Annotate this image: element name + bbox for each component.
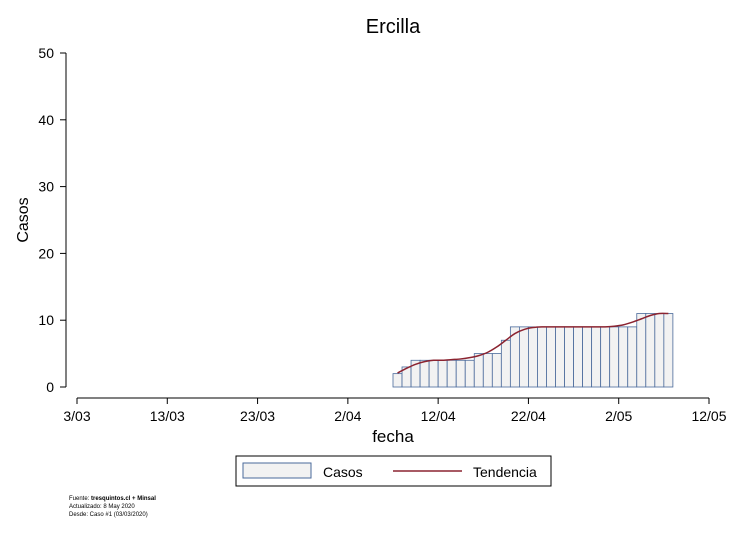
x-axis-label: fecha: [372, 427, 414, 446]
bar: [609, 326, 620, 388]
bar: [546, 326, 556, 388]
footnote: Fuente: tresquintos.cl + Minsal Actualiz…: [69, 495, 156, 519]
bar: [446, 359, 457, 388]
legend-casos-label: Casos: [323, 464, 363, 480]
bar: [555, 326, 565, 388]
bars-casos: [392, 313, 674, 388]
bar: [537, 326, 547, 388]
bar: [419, 359, 430, 388]
x-tick-label: 22/04: [511, 408, 546, 424]
x-tick-label: 12/04: [421, 408, 456, 424]
bar: [464, 359, 475, 388]
bar: [663, 313, 674, 388]
y-tick-label: 50: [38, 45, 54, 61]
bar: [437, 359, 448, 388]
chart-title: Ercilla: [366, 16, 421, 38]
y-tick-label: 40: [38, 112, 54, 128]
bar: [519, 326, 529, 388]
bar: [582, 326, 593, 388]
footnote-since: Desde: Caso #1 (03/03/2020): [69, 512, 148, 518]
y-axis-label: Casos: [15, 197, 32, 242]
bar: [500, 339, 511, 388]
x-tick-label: 13/03: [150, 408, 185, 424]
bar: [473, 353, 484, 388]
bar: [455, 359, 466, 388]
bar: [428, 359, 439, 388]
bar: [564, 326, 574, 388]
x-tick-label: 23/03: [240, 408, 275, 424]
bar: [491, 353, 502, 388]
bar: [392, 373, 403, 388]
bar: [618, 326, 629, 388]
bar: [573, 326, 583, 388]
y-ticks: 0 10 20 30 40 50: [38, 45, 66, 395]
x-tick-label: 12/05: [691, 408, 726, 424]
x-tick-label: 2/05: [605, 408, 632, 424]
trend-line: [397, 312, 669, 374]
y-tick-label: 10: [38, 312, 54, 328]
legend: Casos Tendencia: [235, 455, 552, 487]
x-tick-label: 3/03: [63, 408, 90, 424]
footnote-updated: Actualizado: 8 May 2020: [69, 504, 135, 510]
y-tick-label: 30: [38, 179, 54, 195]
bar: [591, 326, 602, 388]
bar: [482, 353, 493, 388]
bar: [627, 326, 638, 388]
footnote-source: Fuente: tresquintos.cl + Minsal: [69, 496, 156, 502]
bar: [654, 313, 665, 388]
x-ticks: 3/03 13/03 23/03 2/04 12/04 22/04 2/05 12/05: [63, 398, 727, 424]
bar: [528, 326, 538, 388]
y-tick-label: 20: [38, 245, 54, 261]
legend-casos-swatch: [242, 462, 312, 479]
x-tick-label: 2/04: [334, 408, 361, 424]
bar: [600, 326, 611, 388]
bar: [645, 313, 656, 388]
legend-tendencia-label: Tendencia: [473, 464, 537, 480]
y-tick-label: 0: [46, 379, 54, 395]
bar: [636, 313, 647, 388]
